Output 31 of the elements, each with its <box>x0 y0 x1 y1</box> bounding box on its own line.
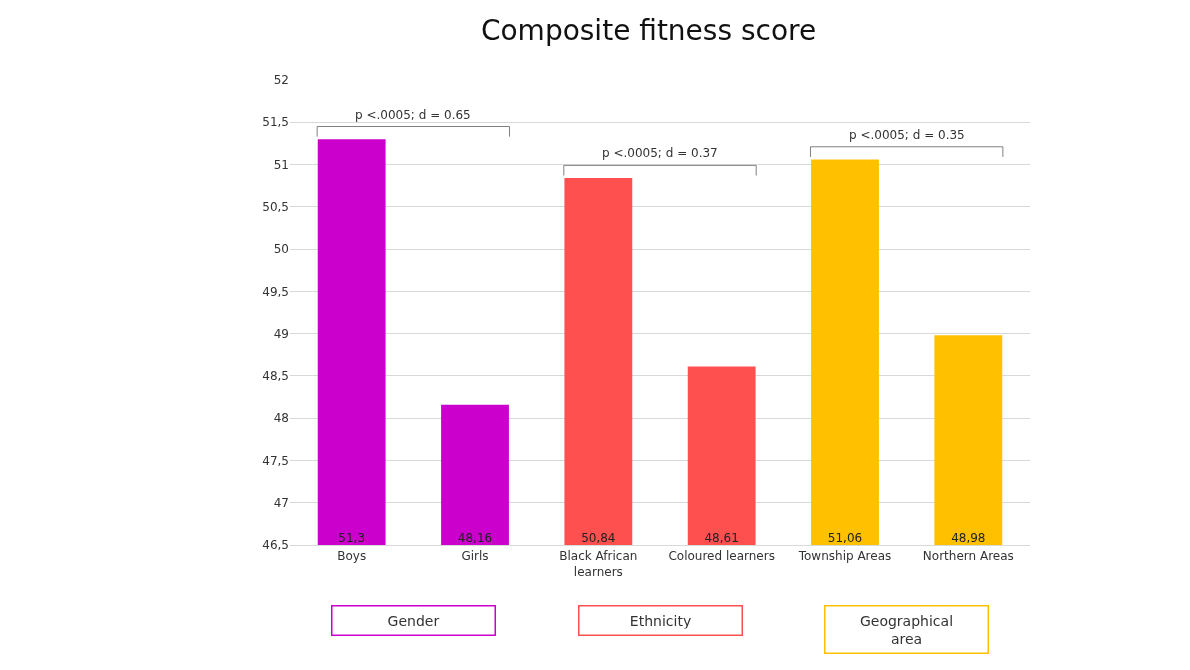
y-tick-label: 51,5 <box>262 115 289 130</box>
x-tick-label: Black African learners <box>559 549 638 579</box>
text: Gender <box>387 612 440 629</box>
y-tick-label: 50,5 <box>262 200 289 215</box>
y-tick-label: 52 <box>273 73 289 88</box>
y-tick-label: 49,5 <box>262 284 289 299</box>
chart-title: Composite fitness score <box>480 13 817 47</box>
y-tick-label: 49 <box>273 326 289 341</box>
y-tick-label: 47 <box>273 495 289 510</box>
y-tick-label: 48,5 <box>262 369 289 384</box>
x-tick-label: Township Areas <box>797 549 892 564</box>
annotation: p <.0005; d = 0.65 <box>355 108 471 122</box>
data-label: 50,84 <box>581 531 616 545</box>
data-label: 48,98 <box>951 531 986 545</box>
y-tick-label: 51 <box>273 157 289 172</box>
data-label: 51,3 <box>338 531 366 545</box>
x-tick-label: Coloured learners <box>668 549 775 564</box>
y-tick-label: 50 <box>273 242 289 257</box>
y-tick-label: 46,5 <box>262 538 289 553</box>
text: Ethnicity <box>629 612 692 629</box>
annotation: p <.0005; d = 0.37 <box>602 146 718 160</box>
x-tick-label: Girls <box>461 549 489 564</box>
y-tick-label: 48 <box>273 411 289 426</box>
annotation: p <.0005; d = 0.35 <box>849 128 965 142</box>
data-label: 48,61 <box>704 531 739 545</box>
text: Geographical area <box>859 612 954 647</box>
y-tick-label: 47,5 <box>262 453 289 468</box>
data-label: 51,06 <box>827 531 863 545</box>
data-label: 48,16 <box>457 531 493 545</box>
x-tick-label: Boys <box>337 549 367 564</box>
x-tick-label: Northern Areas <box>922 549 1014 564</box>
